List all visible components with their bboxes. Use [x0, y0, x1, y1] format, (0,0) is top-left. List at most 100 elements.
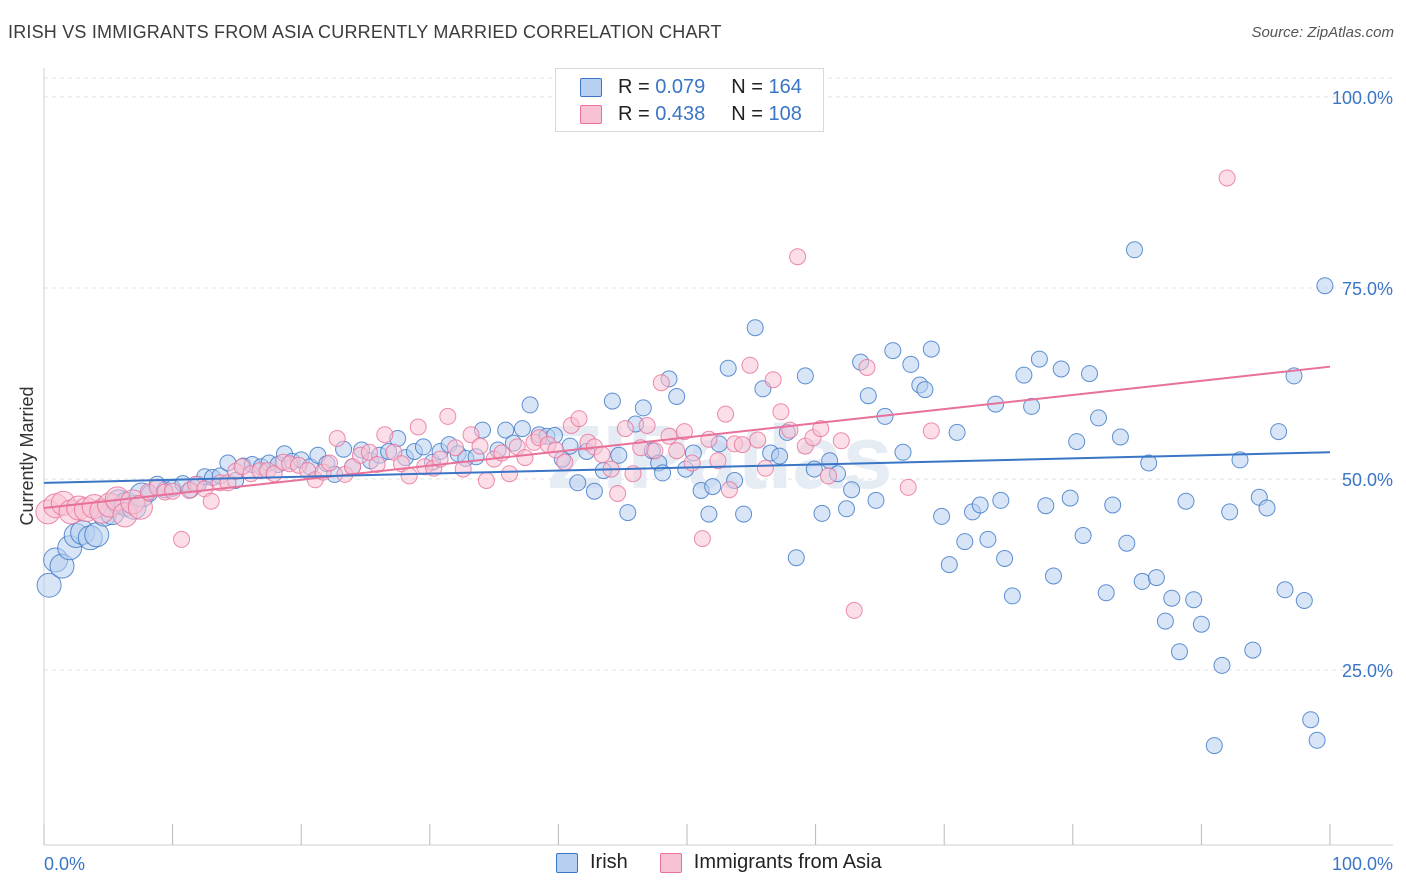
legend-row-asia: R = 0.438 N = 108 [580, 102, 802, 126]
data-point [1081, 365, 1098, 383]
data-point [471, 437, 489, 455]
data-point [652, 374, 670, 392]
data-point [497, 421, 515, 439]
legend-r-value: 0.438 [655, 102, 706, 125]
data-point [709, 452, 727, 470]
irish-legend-label: Irish [590, 851, 628, 873]
data-point [513, 420, 531, 438]
grid [44, 77, 1393, 671]
trend-lines [43, 365, 1331, 510]
legend-n-value: 164 [768, 75, 802, 98]
x-tick-label-max: 100.0% [1332, 854, 1393, 874]
data-point [1097, 584, 1115, 602]
data-point [521, 396, 539, 414]
data-point [749, 431, 767, 449]
irish-legend-swatch [556, 852, 578, 873]
data-point [1003, 587, 1021, 605]
data-point [764, 371, 782, 389]
data-point [1030, 350, 1048, 368]
data-point [843, 481, 861, 499]
data-point [746, 319, 764, 337]
data-point [1185, 591, 1203, 609]
data-point [1316, 277, 1334, 295]
data-point [1045, 567, 1062, 585]
data-point [789, 248, 807, 266]
data-point [787, 549, 805, 567]
data-point [845, 601, 863, 619]
data-point [867, 491, 885, 509]
legend-n-label: N = [731, 75, 763, 98]
data-point [668, 442, 686, 460]
data-point [899, 478, 917, 496]
data-point [1177, 492, 1195, 510]
legend-row-irish: R = 0.079 N = 164 [580, 75, 802, 99]
data-point [916, 381, 934, 399]
data-point [1213, 656, 1231, 674]
legend-r-label: R = [618, 75, 650, 98]
data-point [922, 422, 940, 440]
data-point [940, 556, 958, 574]
data-point [902, 355, 920, 373]
data-point [922, 340, 940, 358]
data-point [462, 426, 480, 444]
data-point [1276, 581, 1294, 599]
data-point [202, 492, 220, 510]
data-point [1126, 241, 1143, 259]
data-point [733, 436, 751, 454]
irish-swatch [580, 77, 602, 97]
data-point [1104, 496, 1122, 514]
data-point [360, 443, 378, 461]
data-point [971, 496, 989, 514]
data-point [1270, 423, 1288, 441]
data-point [368, 456, 386, 473]
data-point [1023, 397, 1041, 415]
data-point [173, 530, 191, 548]
y-tick-label: 100.0% [1332, 88, 1393, 108]
y-tick-labels: 25.0% 50.0% 75.0% 100.0% [1332, 88, 1393, 681]
data-point [820, 467, 837, 485]
y-axis-label: Currently Married [17, 386, 37, 525]
data-point [996, 550, 1014, 567]
data-point [741, 356, 759, 374]
data-point [1052, 360, 1070, 378]
data-point [619, 504, 637, 522]
data-point [1218, 169, 1236, 187]
y-tick-label: 50.0% [1342, 470, 1393, 490]
data-point [609, 485, 627, 502]
data-point [610, 446, 628, 464]
data-point [796, 367, 814, 385]
data-point [1090, 409, 1107, 427]
data-point [1147, 569, 1165, 587]
data-point [1061, 489, 1079, 507]
data-point [813, 504, 831, 522]
data-point [660, 427, 678, 445]
data-point [1156, 612, 1174, 630]
data-point [894, 443, 912, 461]
data-point [570, 410, 588, 428]
data-point [772, 403, 790, 421]
data-point [948, 423, 966, 441]
data-point [1037, 497, 1055, 515]
data-point [858, 359, 876, 376]
legend-n-label: N = [731, 102, 763, 125]
data-point [771, 447, 789, 465]
data-point [683, 454, 701, 472]
data-point [1295, 592, 1313, 609]
data-point [634, 399, 652, 417]
legend-n-value: 108 [768, 102, 802, 125]
data-point [1308, 731, 1326, 749]
data-point [812, 420, 830, 438]
data-point [1171, 643, 1188, 661]
y-tick-label: 75.0% [1342, 279, 1393, 299]
data-point [1118, 534, 1136, 552]
asia-swatch [580, 104, 602, 124]
data-point [1205, 737, 1223, 755]
asia-legend-label: Immigrants from Asia [693, 851, 882, 873]
data-point [838, 500, 855, 518]
data-point [585, 482, 603, 500]
data-point [376, 426, 394, 444]
source-label: Source: ZipAtlas.com [1251, 24, 1394, 41]
data-point [1140, 454, 1158, 472]
data-point [638, 417, 656, 434]
